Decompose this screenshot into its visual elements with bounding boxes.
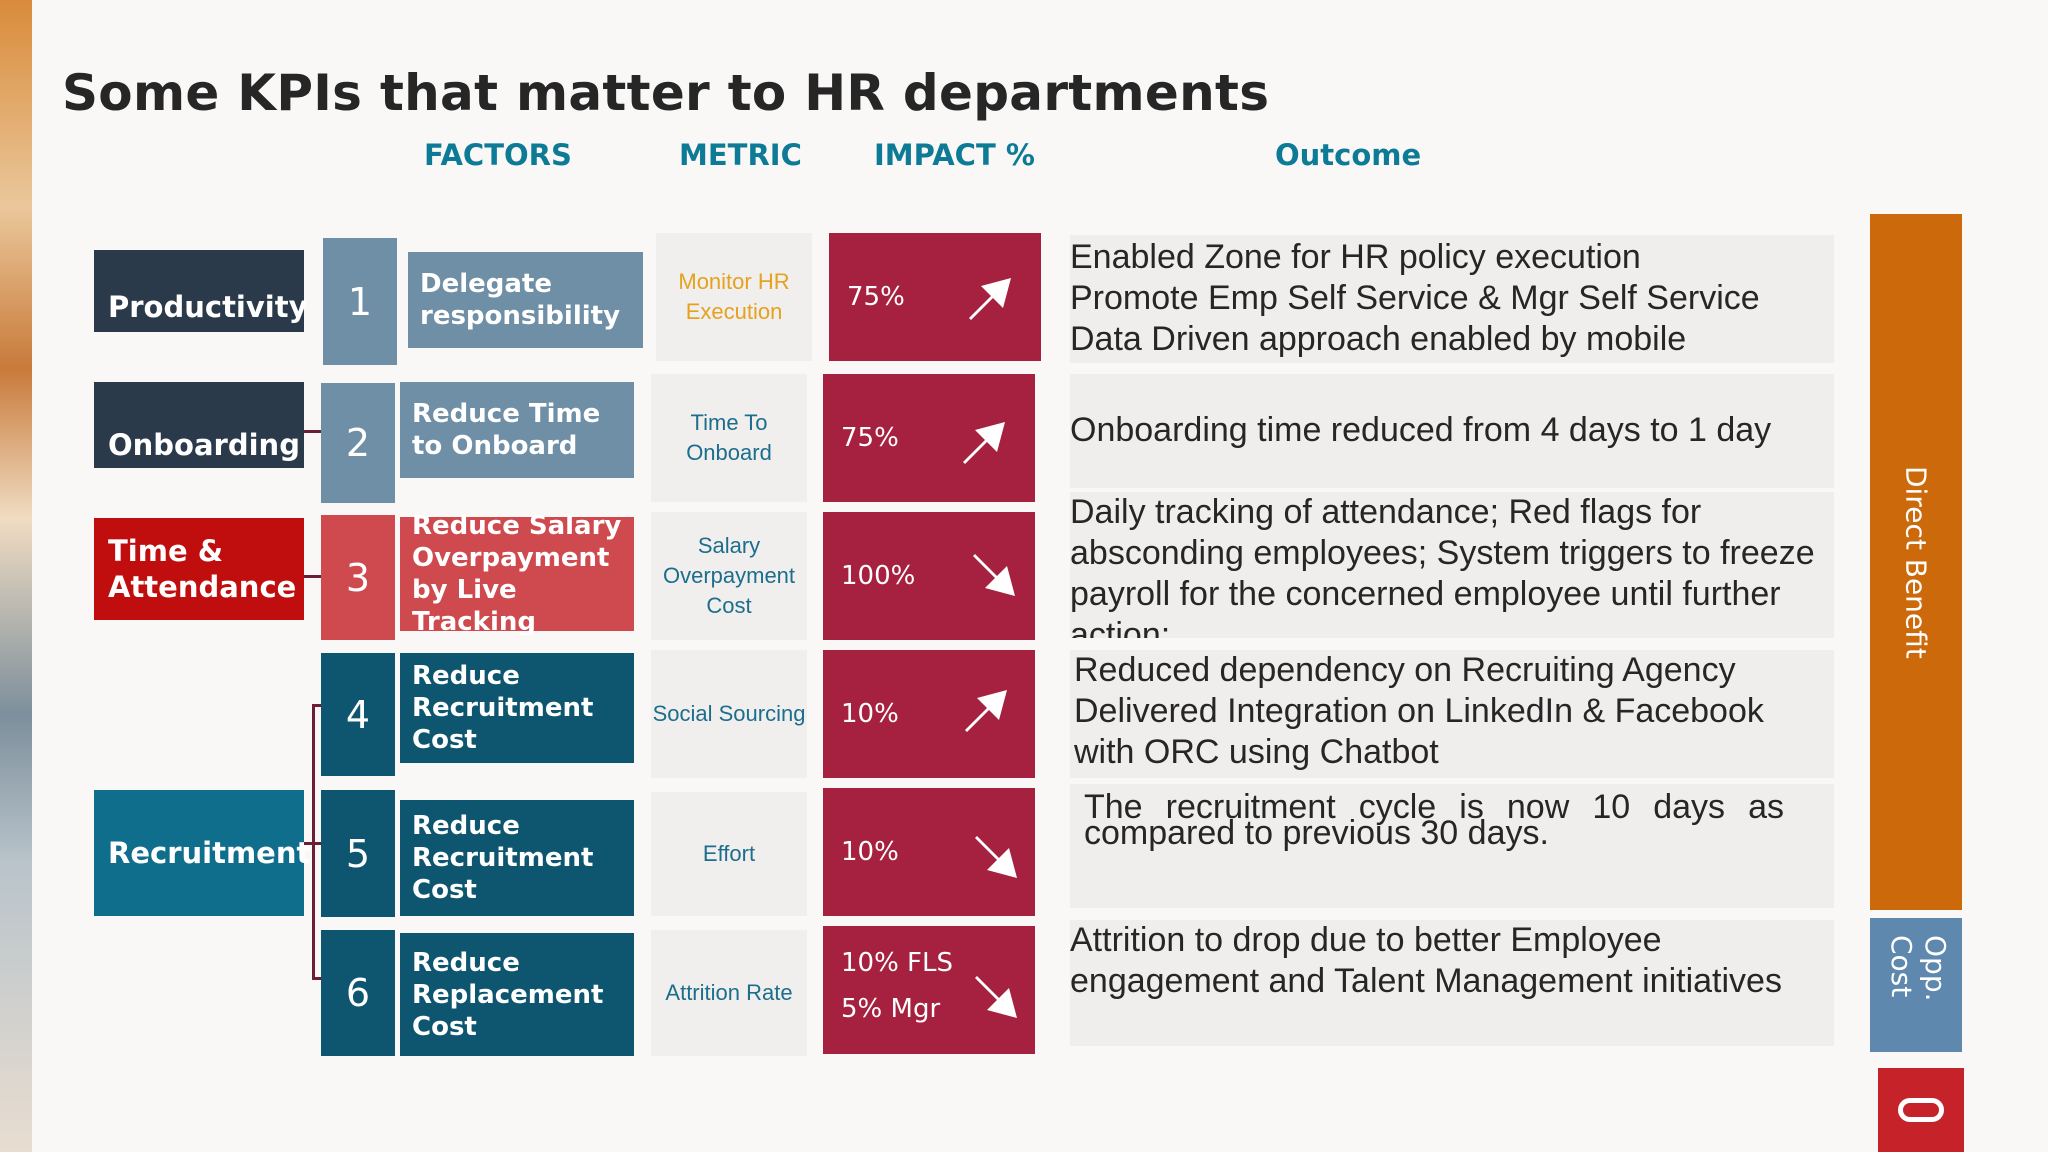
category-time-attendance: Time & Attendance <box>94 518 304 620</box>
impact-cell: 100% <box>823 512 1035 640</box>
outcome-cell: Reduced dependency on Recruiting Agency … <box>1070 650 1834 778</box>
arrow-up-right-icon <box>963 422 1005 464</box>
connector-line <box>304 430 322 433</box>
impact-cell: 75% <box>829 233 1041 361</box>
impact-cell: 10% <box>823 788 1035 916</box>
arrow-up-right-icon <box>969 278 1011 320</box>
category-recruitment: Recruitment <box>94 790 310 916</box>
outcome-text: Onboarding time reduced from 4 days to 1… <box>1070 411 1772 449</box>
impact-value: 10% <box>841 699 899 729</box>
outcome-text: Daily tracking of attendance; Red flags … <box>1070 493 1815 638</box>
factor-cell: Reduce Salary Overpayment by Live Tracki… <box>400 511 634 637</box>
oracle-logo-icon <box>1898 1098 1944 1122</box>
arrow-up-right-icon <box>965 690 1007 732</box>
row-number: 5 <box>321 790 395 917</box>
row-number: 1 <box>323 238 397 365</box>
category-onboarding: Onboarding <box>94 382 304 468</box>
connector-line <box>312 704 324 707</box>
direct-benefit-bar: Direct Benefit <box>1870 214 1962 910</box>
metric-cell: Effort <box>651 792 807 916</box>
row-number: 4 <box>321 653 395 776</box>
outcome-cell: Daily tracking of attendance; Red flags … <box>1070 492 1834 638</box>
outcome-cell: Enabled Zone for HR policy execution Pro… <box>1070 235 1834 363</box>
column-header-impact: IMPACT % <box>874 138 1035 172</box>
opp-cost-bar: Opp. Cost <box>1870 918 1962 1052</box>
metric-cell: Monitor HR Execution <box>656 233 812 361</box>
column-header-factors: FACTORS <box>424 138 572 172</box>
factor-cell: Reduce Time to Onboard <box>400 382 634 478</box>
column-header-metric: METRIC <box>679 138 802 172</box>
decorative-side-image <box>0 0 32 1152</box>
row-number: 2 <box>321 383 395 503</box>
page-title: Some KPIs that matter to HR departments <box>62 64 1270 122</box>
impact-cell: 10% FLS 5% Mgr <box>823 926 1035 1054</box>
outcome-cell: Onboarding time reduced from 4 days to 1… <box>1070 374 1834 488</box>
impact-value-mgr: 5% Mgr <box>841 994 941 1024</box>
arrow-down-right-icon <box>975 976 1017 1018</box>
impact-value: 10% <box>841 837 899 867</box>
column-header-outcome: Outcome <box>1275 138 1422 172</box>
row-number: 6 <box>321 930 395 1056</box>
connector-line <box>304 842 324 845</box>
metric-cell: Social Sourcing <box>651 650 807 778</box>
impact-value: 75% <box>841 423 899 453</box>
factor-cell: Reduce Recruitment Cost <box>400 800 634 916</box>
factor-cell: Delegate responsibility <box>408 252 643 348</box>
metric-cell: Time To Onboard <box>651 374 807 502</box>
category-productivity: Productivity <box>94 250 308 332</box>
outcome-text: Reduced dependency on Recruiting Agency … <box>1074 651 1764 771</box>
row-number: 3 <box>321 515 395 640</box>
oracle-logo <box>1878 1068 1964 1152</box>
metric-cell: Salary Overpayment Cost <box>651 512 807 640</box>
outcome-cell: Attrition to drop due to better Employee… <box>1070 920 1834 1046</box>
outcome-text: Enabled Zone for HR policy execution Pro… <box>1070 238 1760 363</box>
metric-cell: Attrition Rate <box>651 930 807 1056</box>
outcome-text: The recruitment cycle is now 10 days as … <box>1084 788 1784 852</box>
arrow-down-right-icon <box>975 836 1017 878</box>
outcome-cell: The recruitment cycle is now 10 days as … <box>1070 784 1834 908</box>
impact-value: 75% <box>847 282 905 312</box>
factor-cell: Reduce Recruitment Cost <box>400 653 634 763</box>
arrow-down-right-icon <box>973 554 1015 596</box>
factor-cell: Reduce Replacement Cost <box>400 933 634 1056</box>
impact-cell: 10% <box>823 650 1035 778</box>
impact-value-fls: 10% FLS <box>841 948 953 978</box>
impact-value: 100% <box>841 561 916 591</box>
connector-line <box>312 977 324 980</box>
outcome-text: Attrition to drop due to better Employee… <box>1070 921 1782 1000</box>
connector-line <box>304 575 322 578</box>
impact-cell: 75% <box>823 374 1035 502</box>
